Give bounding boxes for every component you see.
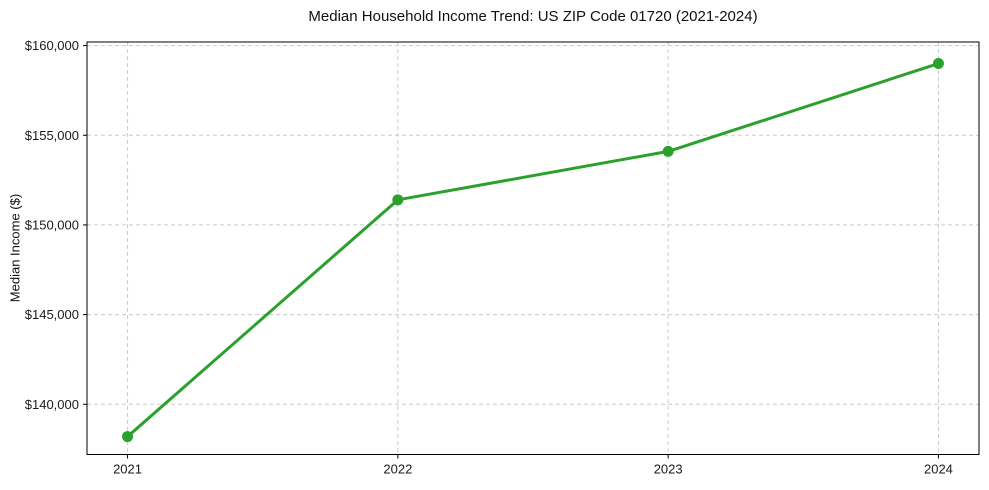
x-tick-label: 2023 [654,462,683,477]
y-tick-label: $145,000 [25,307,79,322]
data-point-marker [392,194,404,206]
y-tick-label: $140,000 [25,397,79,412]
data-point-marker [662,145,674,157]
x-tick-label: 2021 [113,462,142,477]
data-point-marker [932,58,944,70]
y-tick-label: $150,000 [25,217,79,232]
x-tick-label: 2022 [383,462,412,477]
y-tick-label: $160,000 [25,38,79,53]
trend-line [126,62,940,439]
plot-border [86,41,980,455]
chart-title: Median Household Income Trend: US ZIP Co… [308,8,758,25]
y-tick-label: $155,000 [25,128,79,143]
data-point-marker [122,431,134,443]
x-tick-label: 2024 [924,462,953,477]
